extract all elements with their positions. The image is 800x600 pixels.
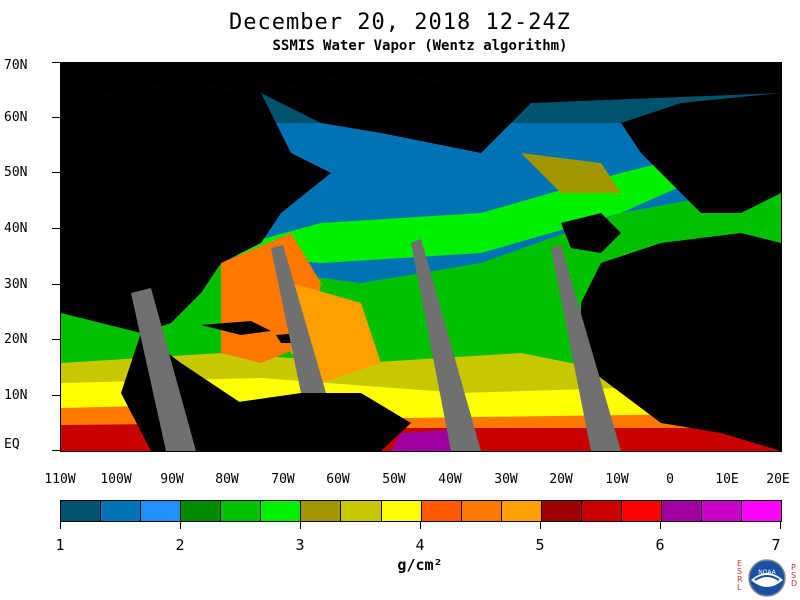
svg-text:NOAA: NOAA xyxy=(758,569,776,576)
colorbar-units: g/cm² xyxy=(397,556,443,574)
map-subtitle: SSMIS Water Vapor (Wentz algorithm) xyxy=(272,38,568,54)
colorbar-swatch xyxy=(621,501,662,521)
colorbar xyxy=(60,500,782,522)
land-africa xyxy=(581,233,781,451)
colorbar-tick xyxy=(180,521,181,529)
noaa-emblem-icon: NOAA xyxy=(748,559,786,597)
colorbar-label: 1 xyxy=(55,536,65,554)
colorbar-tick xyxy=(540,521,541,529)
colorbar-swatch xyxy=(541,501,582,521)
colorbar-swatch xyxy=(101,501,142,521)
lon-label: 0 xyxy=(666,472,674,487)
lat-label: EQ xyxy=(4,437,20,452)
lat-tick xyxy=(52,117,60,118)
colorbar-tick xyxy=(420,521,421,529)
swath-gap-4 xyxy=(551,245,621,451)
lon-label: 40W xyxy=(438,472,462,487)
colorbar-swatch xyxy=(141,501,182,521)
colorbar-swatch xyxy=(581,501,622,521)
colorbar-tick xyxy=(300,521,301,529)
colorbar-swatch xyxy=(261,501,302,521)
lon-label: 10W xyxy=(605,472,629,487)
colorbar-swatch xyxy=(301,501,342,521)
lat-tick xyxy=(52,284,60,285)
map-canvas xyxy=(61,63,781,451)
lat-label: 50N xyxy=(4,165,28,180)
moisture-plume xyxy=(211,153,711,263)
colorbar-label: 5 xyxy=(535,536,545,554)
moisture-plume-core xyxy=(521,153,621,193)
lon-label: 80W xyxy=(215,472,239,487)
lon-label: 110W xyxy=(44,472,76,487)
colorbar-swatch xyxy=(341,501,382,521)
land-south-america xyxy=(231,393,411,451)
land-europe xyxy=(621,93,781,213)
land-north-america xyxy=(61,83,331,333)
colorbar-swatch xyxy=(661,501,702,521)
colorbar-swatch xyxy=(381,501,422,521)
lat-tick xyxy=(52,450,60,451)
lat-label: 60N xyxy=(4,110,28,125)
swath-gap-2 xyxy=(271,245,326,393)
land-greenland xyxy=(261,73,531,153)
colorbar-swatch xyxy=(181,501,222,521)
lat-label: 20N xyxy=(4,332,28,347)
colorbar-tick xyxy=(780,521,781,529)
colorbar-swatch xyxy=(461,501,502,521)
lat-label: 40N xyxy=(4,221,28,236)
land-arctic xyxy=(61,63,781,103)
colorbar-swatch xyxy=(61,501,102,521)
lon-label: 50W xyxy=(382,472,406,487)
water-vapor-map xyxy=(60,62,782,452)
land-iberia xyxy=(561,213,621,253)
lat-label: 30N xyxy=(4,277,28,292)
lon-label: 20W xyxy=(549,472,573,487)
colorbar-swatch xyxy=(501,501,542,521)
colorbar-swatch xyxy=(421,501,462,521)
colorbar-label: 4 xyxy=(415,536,425,554)
lat-tick xyxy=(52,395,60,396)
lat-label: 10N xyxy=(4,388,28,403)
lat-label: 70N xyxy=(4,58,28,73)
lon-label: 60W xyxy=(326,472,350,487)
lon-label: 70W xyxy=(271,472,295,487)
swath-gap-3 xyxy=(411,239,481,451)
colorbar-tick xyxy=(60,521,61,529)
lon-label: 100W xyxy=(100,472,132,487)
colorbar-swatch xyxy=(742,501,782,521)
lon-label: 30W xyxy=(494,472,518,487)
land-cuba xyxy=(201,321,271,335)
swath-gap-1 xyxy=(131,288,196,451)
colorbar-label: 7 xyxy=(771,536,781,554)
lon-label: 10E xyxy=(715,472,739,487)
colorbar-label: 6 xyxy=(655,536,665,554)
lon-label: 90W xyxy=(160,472,184,487)
lat-tick xyxy=(52,339,60,340)
map-title: December 20, 2018 12-24Z xyxy=(229,10,571,35)
colorbar-tick xyxy=(660,521,661,529)
lat-tick xyxy=(52,62,60,63)
colorbar-label: 3 xyxy=(295,536,305,554)
colorbar-label: 2 xyxy=(175,536,185,554)
colorbar-swatch xyxy=(221,501,262,521)
lat-tick xyxy=(52,228,60,229)
colorbar-swatch xyxy=(702,501,743,521)
lon-label: 20E xyxy=(766,472,790,487)
lat-tick xyxy=(52,172,60,173)
